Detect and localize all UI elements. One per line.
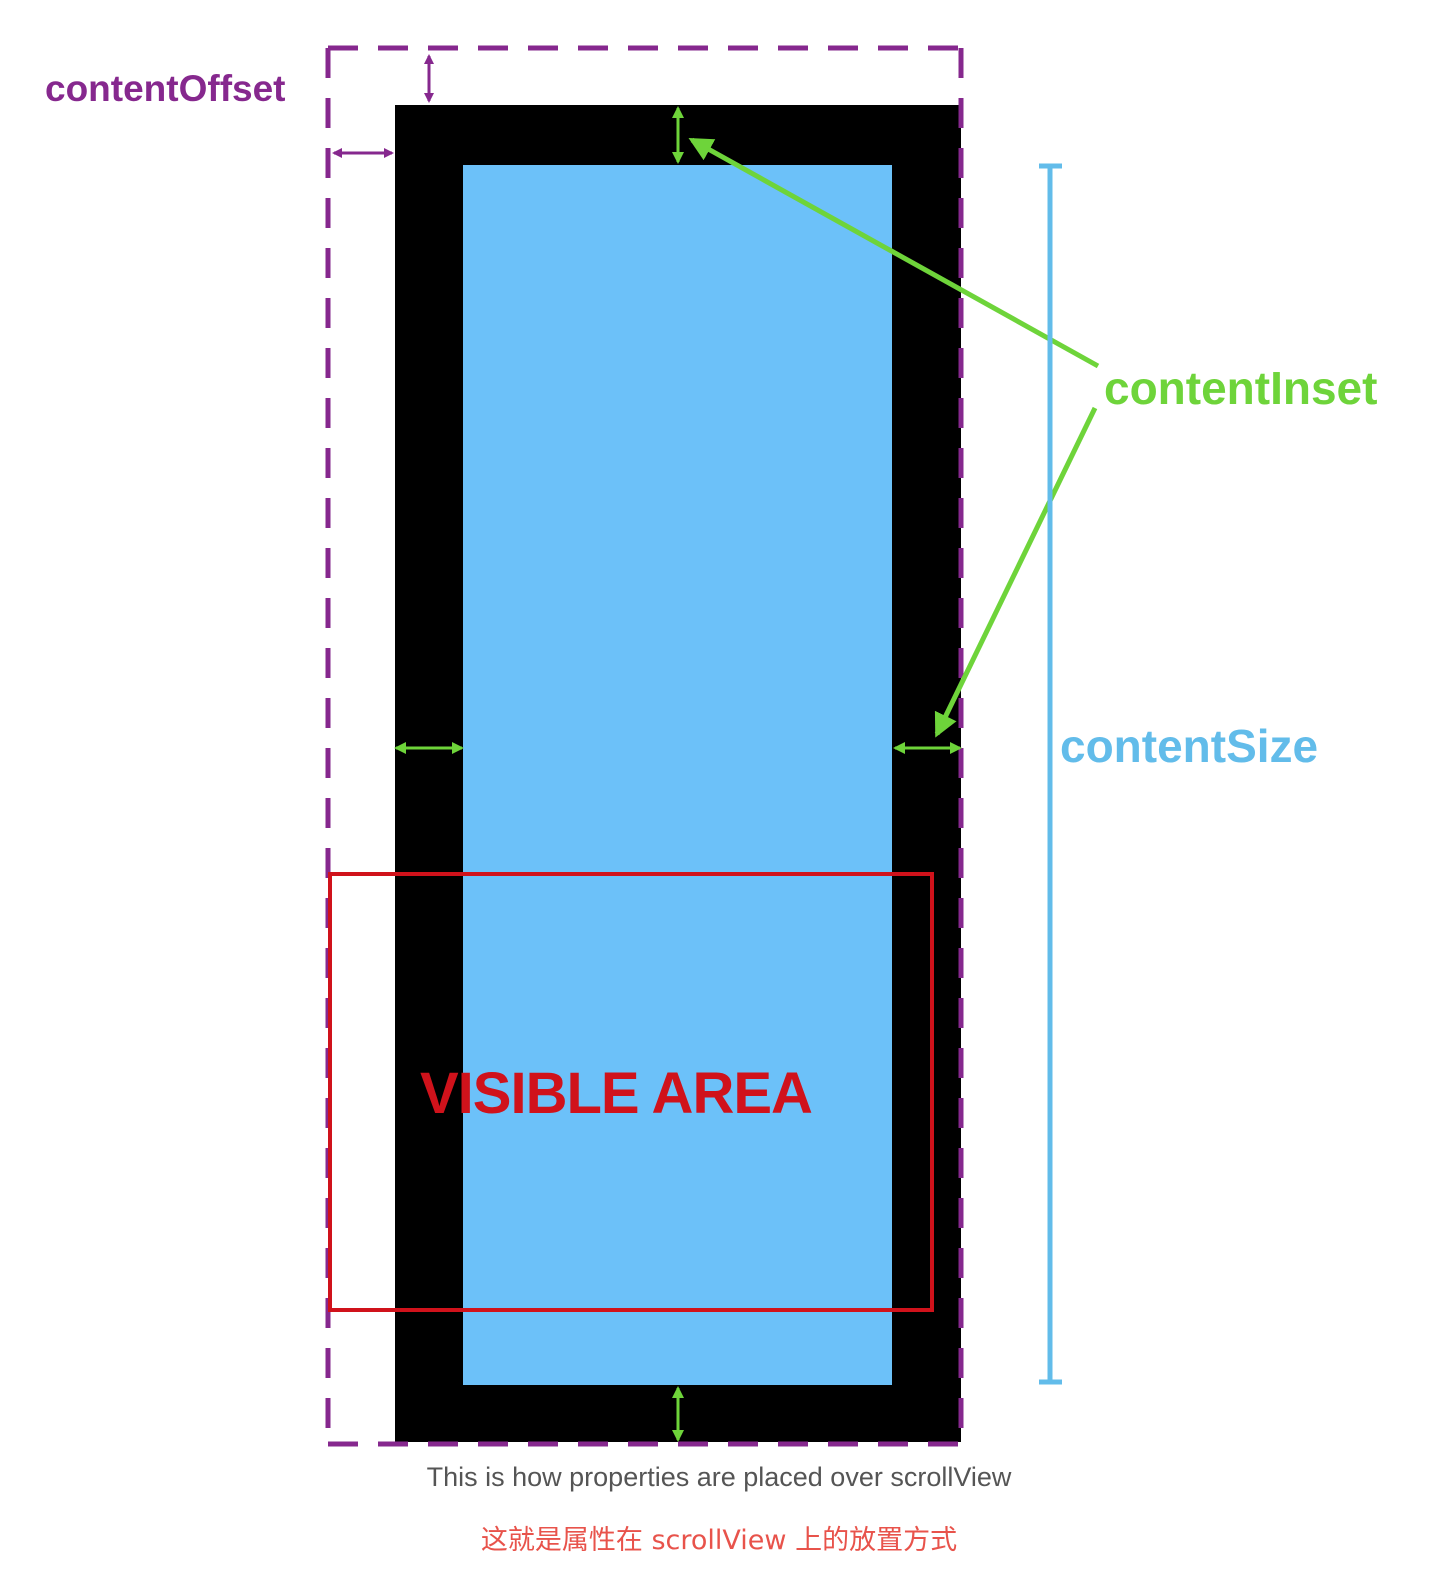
visible-area-label: VISIBLE AREA: [420, 1061, 812, 1126]
content-size-label: contentSize: [1060, 720, 1318, 772]
content-inset-pointer-right: [934, 406, 1098, 738]
content-area: [463, 165, 892, 1385]
caption-english: This is how properties are placed over s…: [426, 1462, 1012, 1492]
content-inset-pointer-top: [688, 137, 1100, 369]
content-inset-label: contentInset: [1104, 362, 1377, 414]
content-offset-label: contentOffset: [45, 68, 286, 109]
content-size-bracket: [1039, 163, 1062, 1385]
visible-area-box: [328, 872, 934, 1312]
caption-chinese: 这就是属性在 scrollView 上的放置方式: [480, 1525, 958, 1556]
